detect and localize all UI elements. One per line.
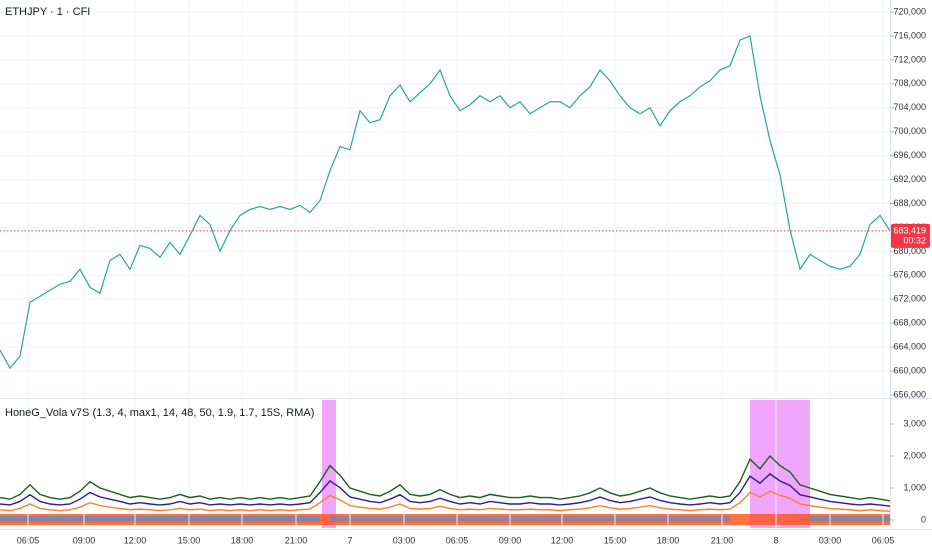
x-tick-label: 06:05 bbox=[17, 535, 40, 545]
y-tick-label: 0 bbox=[921, 514, 926, 524]
y-tick-label: 688,000 bbox=[893, 198, 926, 208]
y-tick-label: 676,000 bbox=[893, 270, 926, 280]
y-tick-label: 712,000 bbox=[893, 54, 926, 64]
series-line bbox=[0, 454, 891, 502]
y-tick-label: 716,000 bbox=[893, 30, 926, 40]
y-tick-label: 1,000 bbox=[903, 482, 926, 492]
y-tick-label: 3,000 bbox=[903, 418, 926, 428]
highlight-range bbox=[322, 400, 336, 528]
y-tick-label: 704,000 bbox=[893, 102, 926, 112]
x-tick-label: 8 bbox=[773, 535, 778, 545]
x-tick-label: 21:00 bbox=[711, 535, 734, 545]
y-tick-label: 720,000 bbox=[893, 6, 926, 16]
strip-segment bbox=[330, 516, 730, 522]
x-tick-label: 15:00 bbox=[604, 535, 627, 545]
strip-segment bbox=[810, 516, 890, 522]
x-tick-label: 21:00 bbox=[285, 535, 308, 545]
x-tick-label: 18:00 bbox=[231, 535, 254, 545]
y-tick-label: 660,000 bbox=[893, 365, 926, 375]
y-tick-label: 708,000 bbox=[893, 78, 926, 88]
y-tick-label: 664,000 bbox=[893, 342, 926, 352]
countdown-label: 00:32 bbox=[903, 235, 926, 245]
y-tick-label: 680,000 bbox=[893, 246, 926, 256]
chart-title: ETHJPY · 1 · CFI bbox=[5, 6, 90, 18]
y-tick-label: 696,000 bbox=[893, 150, 926, 160]
indicator-background bbox=[322, 400, 810, 528]
x-tick-label: 7 bbox=[347, 535, 352, 545]
series-line bbox=[0, 490, 891, 513]
x-tick-label: 12:00 bbox=[551, 535, 574, 545]
y-tick-label: 700,000 bbox=[893, 126, 926, 136]
last-price-badge bbox=[891, 223, 930, 248]
series-line bbox=[0, 35, 891, 370]
x-tick-label: 15:00 bbox=[178, 535, 201, 545]
series-line bbox=[0, 473, 891, 507]
x-tick-label: 09:00 bbox=[499, 535, 522, 545]
y-tick-label: 672,000 bbox=[893, 294, 926, 304]
y-tick-label: 668,000 bbox=[893, 318, 926, 328]
volatility-strip bbox=[0, 514, 890, 525]
indicator-title: HoneG_Vola v7S (1.3, 4, max1, 14, 48, 50… bbox=[5, 407, 314, 419]
y-tick-label: 692,000 bbox=[893, 174, 926, 184]
x-tick-label: 06:05 bbox=[872, 535, 895, 545]
last-price-label: 683,419 bbox=[893, 225, 926, 235]
y-tick-label: 2,000 bbox=[903, 450, 926, 460]
y-tick-label: 656,000 bbox=[893, 389, 926, 399]
x-tick-label: 06:05 bbox=[446, 535, 469, 545]
highlight-range bbox=[750, 400, 810, 528]
x-tick-label: 12:00 bbox=[124, 535, 147, 545]
x-tick-label: 03:00 bbox=[393, 535, 416, 545]
x-tick-label: 09:00 bbox=[73, 535, 96, 545]
x-tick-label: 18:00 bbox=[657, 535, 680, 545]
strip-segment bbox=[0, 516, 320, 522]
x-tick-label: 03:00 bbox=[819, 535, 842, 545]
strip-base bbox=[0, 514, 890, 525]
